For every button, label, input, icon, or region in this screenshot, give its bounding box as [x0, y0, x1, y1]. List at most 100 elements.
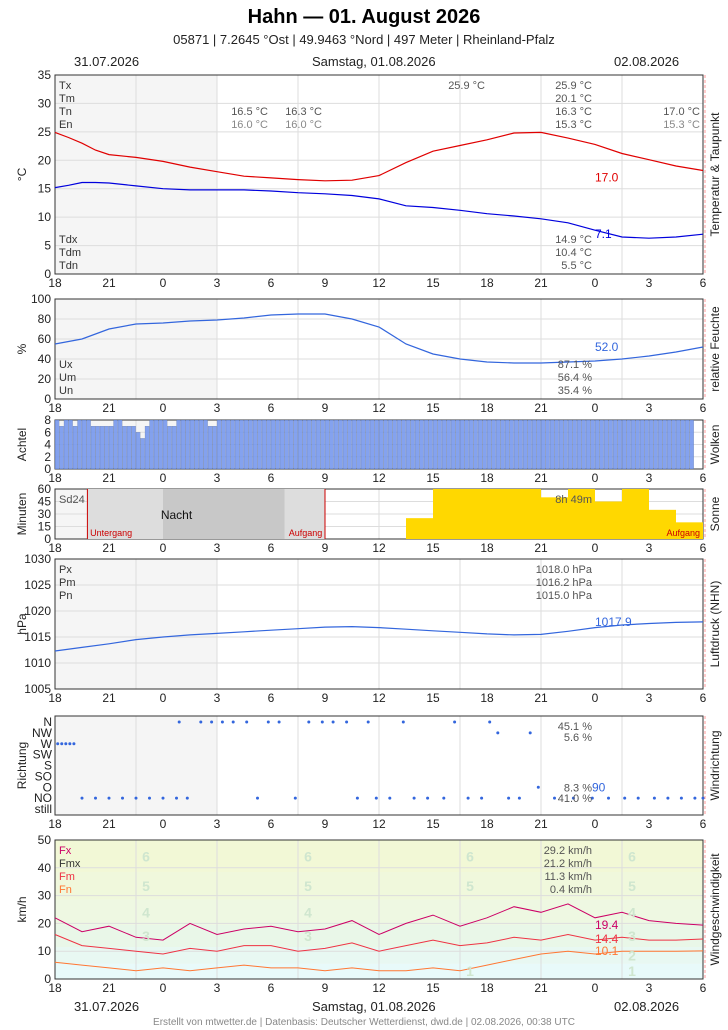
cloud-bar [491, 419, 496, 470]
humidity-stat-value: 56.4 % [558, 372, 592, 384]
wind-direction-point [177, 720, 181, 724]
wind-direction-point [571, 796, 575, 800]
x-tick-label: 0 [160, 471, 167, 485]
pressure-stat-label: Px [59, 564, 72, 576]
cloud-bar [293, 419, 298, 470]
wind-direction-point [701, 796, 705, 800]
cloud-bar [347, 419, 352, 470]
cloud-bar [613, 419, 618, 470]
panel-pressure [54, 558, 706, 690]
wind-direction-point [528, 731, 532, 735]
sun-bar [460, 489, 487, 539]
cloud-bar [586, 419, 591, 470]
pressure-stat-label: Pm [59, 577, 76, 589]
x-tick-label: 18 [480, 401, 494, 415]
beaufort-number: 1 [466, 963, 474, 979]
wind-direction-point [56, 742, 60, 746]
cloud-bar [604, 419, 609, 470]
cloud-bar [518, 419, 523, 470]
pressure-stat-label: Pn [59, 590, 72, 602]
y-tick-label: 1030 [24, 552, 51, 566]
wind-stat-label: Fmx [59, 858, 81, 870]
x-tick-label: 15 [426, 541, 440, 555]
cloud-bar [459, 419, 465, 470]
cloud-bar [68, 419, 73, 470]
wind-direction-point [256, 796, 259, 800]
cloud-bar [622, 419, 627, 470]
wind-direction-point [536, 785, 540, 789]
wind-direction-point [442, 796, 446, 800]
wind-direction-point [693, 796, 697, 800]
beaufort-number: 3 [142, 928, 150, 944]
y-tick-label: 5 [44, 239, 51, 253]
cloud-bar [383, 419, 388, 470]
x-tick-label: 18 [480, 541, 494, 555]
x-tick-label: 21 [534, 276, 548, 290]
cloud-bar [658, 419, 663, 470]
cloud-bar [495, 419, 501, 470]
cloud-bar [324, 419, 330, 470]
cloud-bar [423, 419, 429, 470]
y-tick-label: 15 [38, 182, 52, 196]
x-tick-label: 3 [214, 541, 221, 555]
cloud-bar [369, 419, 375, 470]
x-tick-label: 6 [268, 691, 275, 705]
cloud-bar [365, 419, 370, 470]
wind-direction-point [266, 720, 270, 724]
temp-stat-value: 16.3 °C [555, 106, 592, 118]
sun-bar [676, 522, 703, 539]
cloud-bar [464, 419, 469, 470]
humidity-stat-label: Um [59, 372, 76, 384]
cloud-bar [482, 419, 487, 470]
direction-tick-label: NW [32, 726, 53, 740]
x-tick-label: 6 [268, 817, 275, 831]
direction-stat-value: 5.6 % [564, 732, 592, 744]
cloud-bar [568, 419, 573, 470]
cloud-bar [685, 419, 690, 470]
x-tick-label: 21 [102, 401, 116, 415]
direction-tick-label: S [44, 759, 52, 773]
y-axis-label: Richtung [15, 742, 29, 789]
beaufort-number: 2 [628, 947, 636, 963]
humidity-stat-label: Ux [59, 359, 73, 371]
cloud-bar [540, 419, 546, 470]
humidity-stat-value: 35.4 % [558, 385, 592, 397]
wind-direction-point [320, 720, 324, 724]
x-tick-label: 0 [160, 276, 167, 290]
wind-direction-point [345, 720, 349, 724]
humidity-stat-value: 87.1 % [558, 359, 592, 371]
cloud-bar [531, 419, 537, 470]
cloud-bar [671, 419, 676, 470]
x-tick-label: 15 [426, 471, 440, 485]
night-value: 16.5 °C [231, 106, 268, 118]
wind-direction-point [175, 796, 178, 800]
panel-humidity [54, 298, 706, 400]
cloud-bar [649, 419, 654, 470]
panel-wind_direction [54, 715, 706, 816]
temperature-line [54, 131, 704, 182]
cloud-bar [266, 419, 271, 470]
current-dew-label: 7.1 [595, 227, 612, 241]
x-tick-label: 15 [426, 981, 440, 995]
x-tick-label: 12 [372, 276, 386, 290]
cloud-bar [356, 419, 361, 470]
cloud-bar [640, 419, 645, 470]
x-tick-label: 0 [592, 541, 599, 555]
next-value: 15.3 °C [663, 119, 700, 131]
panel-frame [54, 839, 704, 980]
side-label: relative Feuchte [708, 306, 722, 392]
x-tick-label: 21 [534, 401, 548, 415]
y-tick-label: 6 [44, 425, 51, 439]
cloud-bar [468, 419, 474, 470]
cloud-bar [662, 419, 667, 470]
night-value: 16.3 °C [285, 106, 322, 118]
sunset-label: Untergang [90, 528, 132, 538]
temp-stat-value: 20.1 °C [555, 93, 592, 105]
cloud-bar [572, 419, 577, 470]
x-tick-label: 6 [700, 471, 707, 485]
cloud-bar [522, 419, 528, 470]
beaufort-number: 5 [142, 878, 150, 894]
side-label: Temperatur & Taupunkt [708, 112, 722, 237]
cloud-bar [72, 426, 78, 470]
